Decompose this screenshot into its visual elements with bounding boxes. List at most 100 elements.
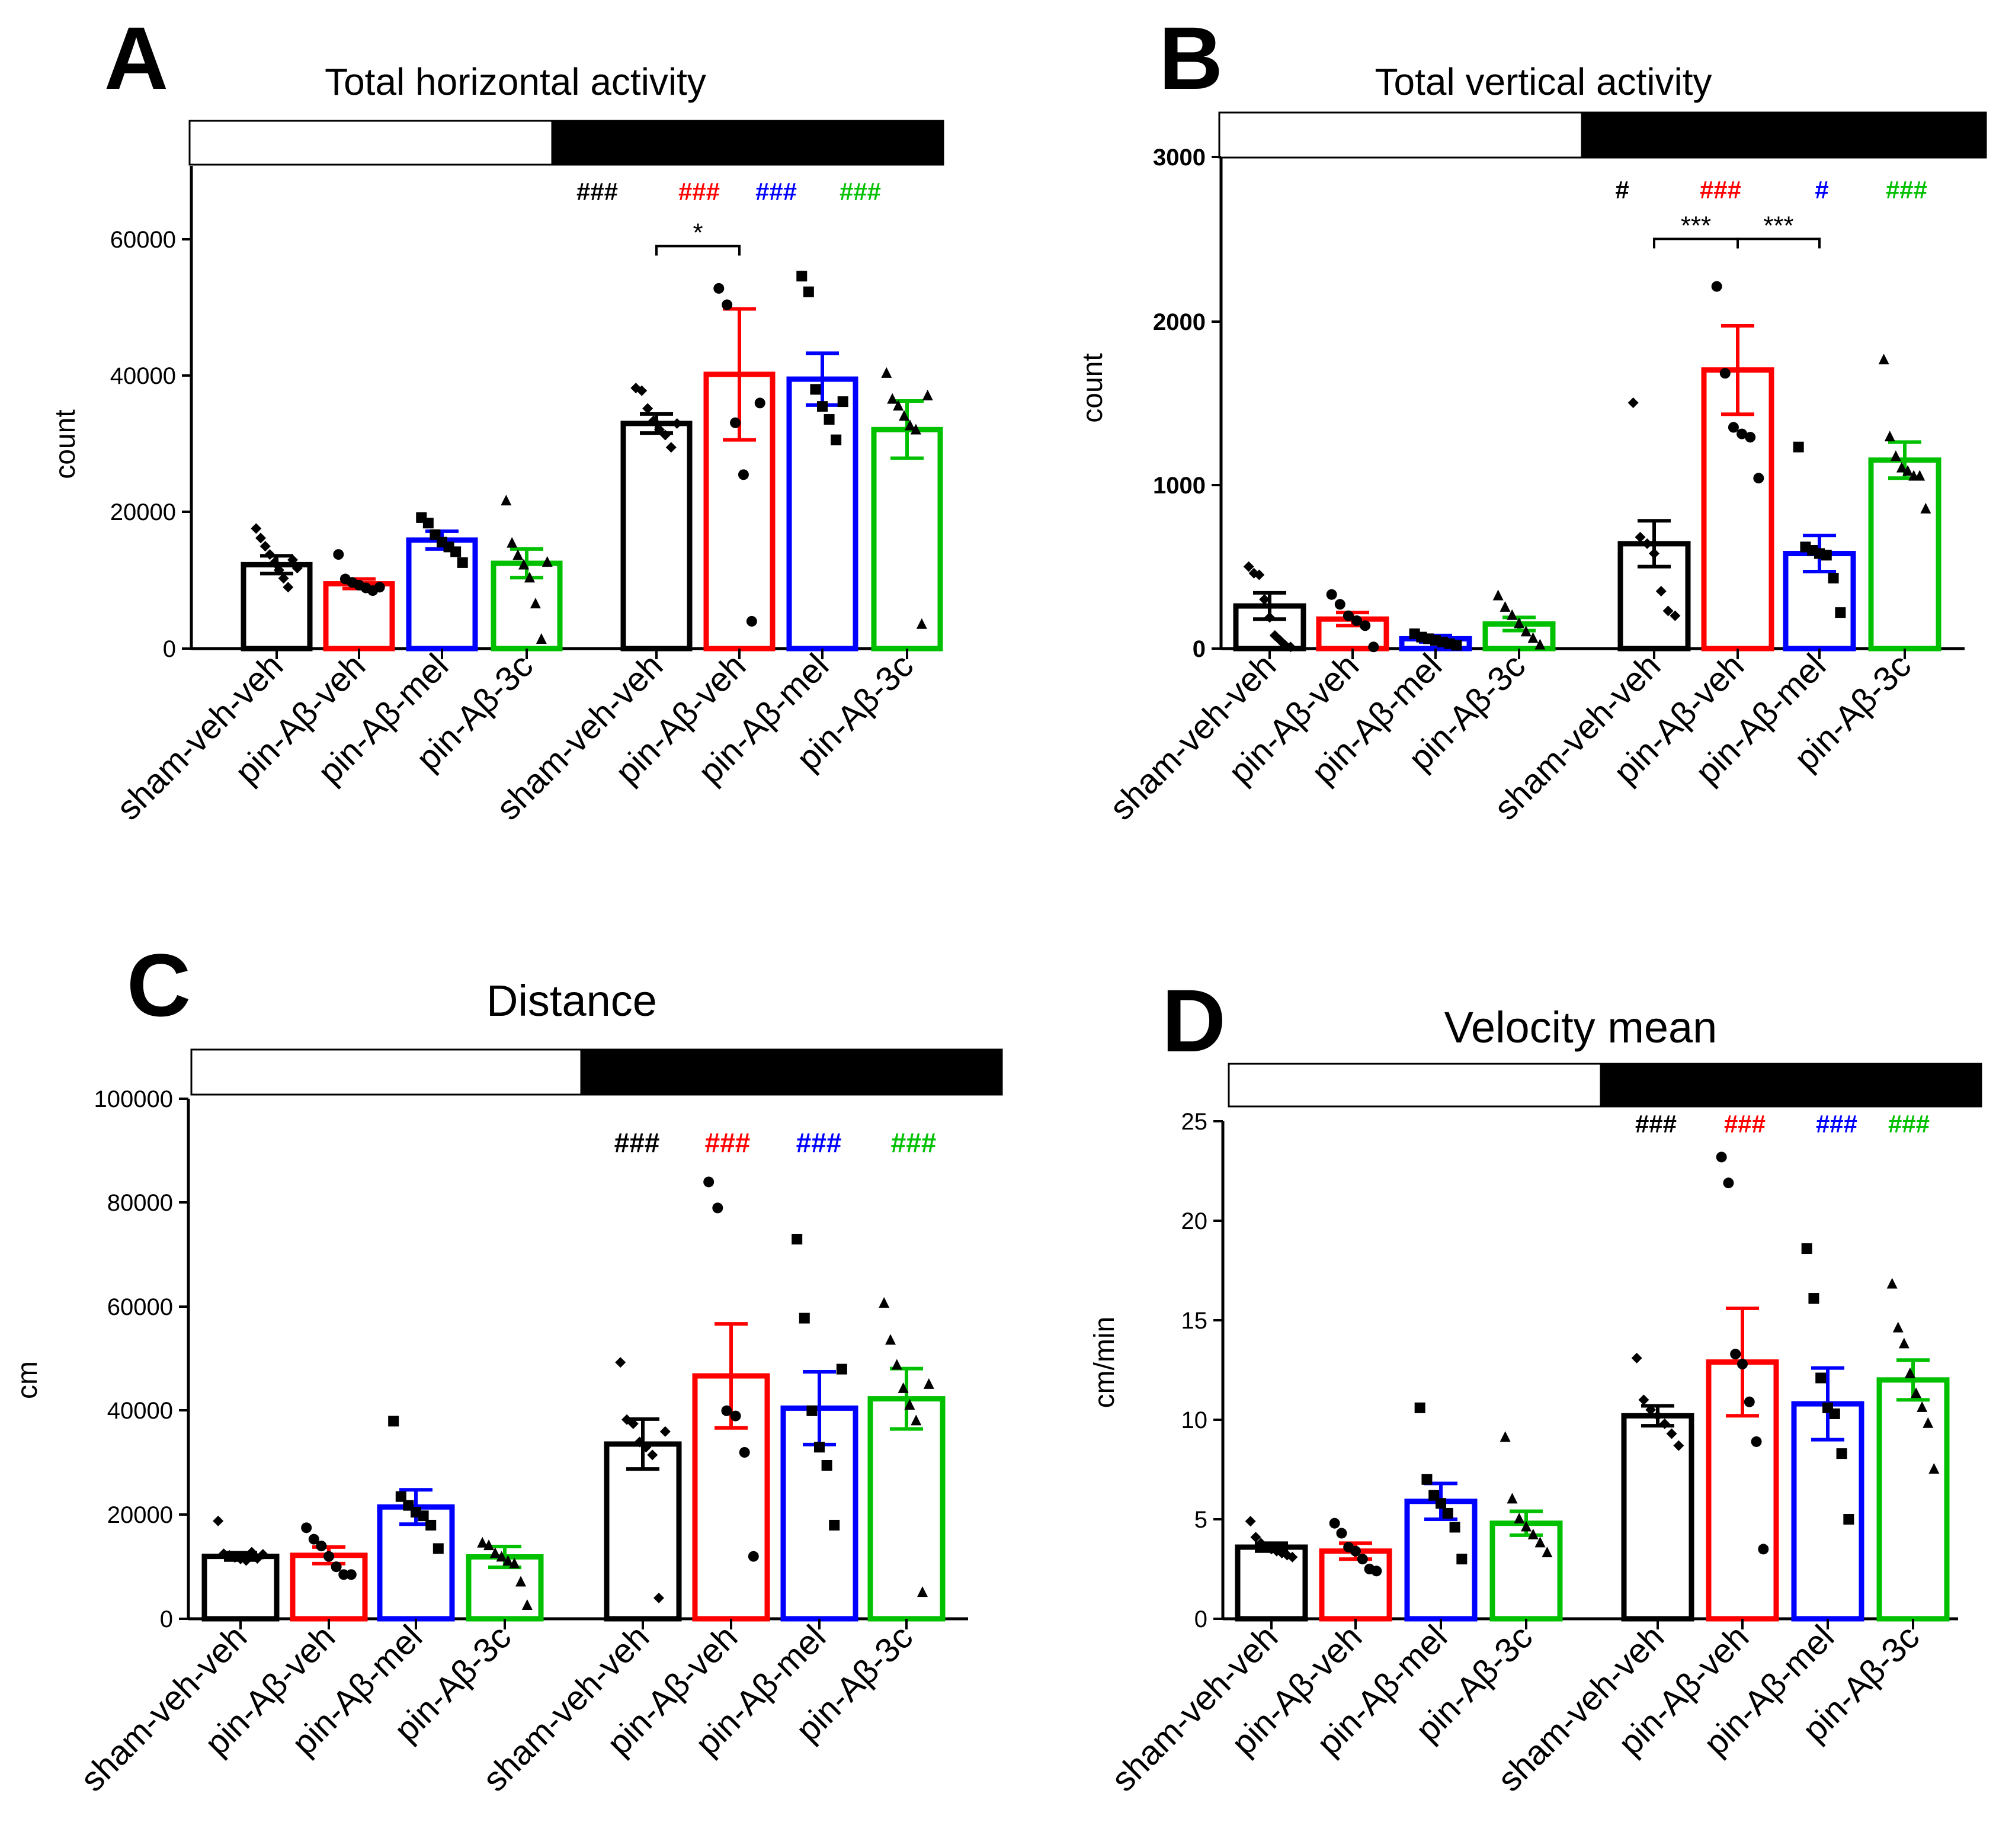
data-point [1737,1358,1748,1369]
data-point [1507,609,1518,620]
data-point [1898,1337,1910,1349]
data-point [259,541,271,552]
data-point [1360,620,1371,631]
data-point [1737,428,1748,439]
data-point [246,1547,257,1558]
bar [1876,1377,1950,1622]
chart-title: Total horizontal activity [325,60,706,103]
data-point [251,523,262,534]
comparison-label: * [693,219,703,248]
data-point [1655,586,1667,597]
data-point [923,1378,934,1389]
data-point [1745,432,1756,443]
data-point [911,1414,922,1426]
data-point [1673,1440,1684,1451]
data-point [1534,1536,1546,1548]
chart-title: Total vertical activity [1375,60,1712,103]
bar [406,537,478,652]
data-point [1659,1418,1670,1429]
panel-d: D Velocity mean0510152025cm/minsham-veh-v… [1089,971,1982,1799]
dark-phase-bar [580,1048,1003,1096]
data-point [1652,1410,1663,1422]
y-tick-label: 100000 [94,1086,173,1112]
bar [871,426,943,652]
data-point [904,419,915,431]
data-point [1635,531,1646,543]
data-point [1793,441,1804,453]
data-point [881,367,892,378]
data-point [910,424,921,435]
data-point [748,1551,759,1562]
data-point [515,1576,527,1587]
data-point [653,424,665,435]
data-point [1723,1178,1734,1189]
data-point [1500,1431,1511,1442]
data-point [264,549,275,560]
data-point [648,415,659,426]
data-point [450,546,462,557]
data-point [345,1569,357,1580]
data-point [338,1569,350,1580]
data-point [1670,610,1681,621]
data-point [831,434,842,445]
y-tick-label: 1000 [1153,473,1206,499]
y-tick-label: 15 [1181,1308,1208,1334]
data-point [1835,607,1846,618]
data-point [615,1357,626,1368]
data-point [829,1519,840,1531]
data-point [496,1551,507,1562]
data-point [1821,550,1832,561]
bar [201,1554,280,1622]
comparison-label: *** [1763,211,1793,240]
data-point [308,1533,319,1545]
data-point [1259,594,1270,605]
data-point [283,582,294,593]
panel-letter: B [1159,8,1223,108]
data-point [255,532,266,544]
data-point [323,1551,334,1562]
data-point [893,400,904,411]
significance-marker: ### [796,1127,842,1158]
dark-phase-bar [1600,1063,1982,1108]
chart-title: Velocity mean [1444,1003,1718,1052]
panel-a: A Total horizontal activity 0 20000 40000 600… [50,8,944,827]
y-axis-label: count [50,409,81,479]
bar [1319,1548,1392,1622]
data-point [1334,599,1345,610]
data-point [388,1416,399,1427]
data-point [817,401,828,412]
data-point [1243,561,1254,572]
y-tick-label: 0 [1194,1606,1207,1632]
data-point [738,469,749,480]
significance-marker: ### [576,178,618,206]
data-point [1904,1367,1915,1378]
data-point [1928,1463,1940,1474]
data-point [1649,548,1659,559]
data-point [509,1557,520,1568]
data-point [806,1405,818,1416]
data-point [1829,1408,1840,1419]
data-point [1642,538,1653,549]
data-point [1507,1493,1518,1504]
y-tick-label: 60000 [110,227,176,253]
data-point [213,1515,224,1526]
data-point [1343,610,1354,621]
data-point [1421,1474,1433,1485]
comparison-bracket [655,245,741,256]
data-point [316,1541,327,1552]
data-point [1336,1528,1347,1539]
data-point [1350,1545,1361,1557]
data-point [917,1586,928,1597]
data-point [1542,1547,1553,1558]
data-point [1808,1293,1819,1304]
data-point [712,1202,723,1214]
data-point [395,1491,406,1502]
data-point [810,384,821,395]
data-point [821,1459,832,1471]
data-point [1287,1551,1298,1563]
data-point [1534,639,1546,650]
bar [620,421,693,652]
data-point [425,1519,437,1531]
y-tick-label: 10 [1181,1407,1208,1433]
bar [323,581,395,652]
